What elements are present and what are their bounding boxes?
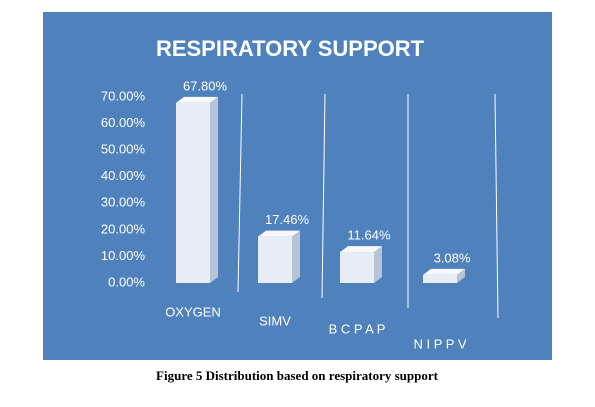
bar [340, 246, 382, 283]
x-tick-label: N I P P V [414, 336, 467, 351]
y-tick-label: 50.00% [101, 142, 146, 157]
bar-side [292, 231, 300, 283]
bar-front [258, 237, 292, 283]
value-label: 11.64% [347, 228, 391, 243]
y-tick-label: 10.00% [101, 248, 146, 263]
chart: RESPIRATORY SUPPORT Figure 5 Distributio… [0, 0, 595, 402]
bar [176, 97, 218, 283]
bar-front [423, 275, 457, 283]
chart-background [43, 12, 552, 360]
y-tick-label: 30.00% [101, 195, 146, 210]
y-tick-label: 20.00% [101, 221, 146, 236]
value-label: 17.46% [265, 212, 310, 227]
bar-side [210, 97, 218, 283]
caption: Figure 5 Distribution based on respirato… [156, 368, 439, 383]
bar [258, 231, 300, 283]
x-tick-label: SIMV [259, 313, 291, 328]
value-label: 67.80% [183, 78, 228, 93]
y-tick-label: 0.00% [108, 274, 145, 289]
x-tick-label: OXYGEN [165, 304, 221, 319]
y-tick-label: 40.00% [101, 168, 146, 183]
bar-side [374, 246, 382, 283]
bar-front [176, 103, 210, 283]
bar [423, 269, 465, 283]
page: {"chart_data": {"type": "bar", "title": … [0, 0, 595, 402]
value-label: 3.08% [434, 250, 471, 265]
chart-title: RESPIRATORY SUPPORT [156, 36, 425, 61]
bar-front [340, 252, 374, 283]
y-tick-label: 70.00% [101, 88, 146, 103]
y-tick-label: 60.00% [101, 115, 146, 130]
x-tick-label: B C P A P [329, 321, 386, 336]
